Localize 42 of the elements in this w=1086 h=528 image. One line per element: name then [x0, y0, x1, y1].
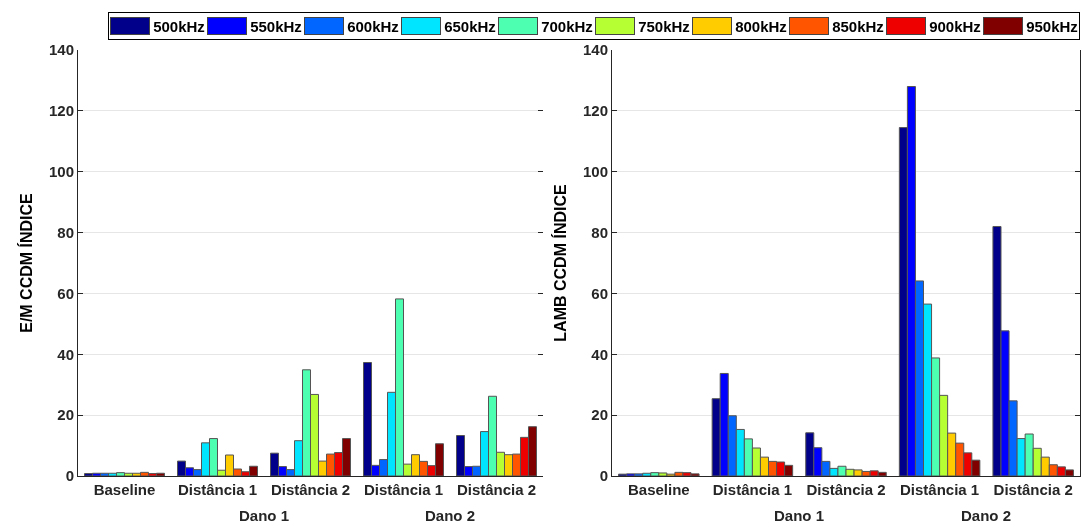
- legend-label: 650kHz: [444, 17, 496, 35]
- y-tick-label: 40: [57, 345, 74, 363]
- y-tick-label: 0: [599, 467, 608, 485]
- y-tick-label: 120: [48, 102, 74, 120]
- y-tick-label: 100: [582, 162, 608, 180]
- y-tick-label: 20: [57, 406, 74, 424]
- x-tick-label: Distância 1: [712, 481, 793, 498]
- x-tick-label: Distância 1: [899, 481, 980, 498]
- y-tick-label: 20: [591, 406, 608, 424]
- legend-label: 800kHz: [735, 17, 787, 35]
- y-tick-label: 0: [65, 467, 74, 485]
- x-tick-label: Distância 2: [806, 481, 886, 498]
- legend-label: 500kHz: [153, 17, 205, 35]
- y-axis-title: LAMB CCDM ÍNDICE: [550, 184, 569, 342]
- x-tick-label: Distância 2: [270, 481, 351, 498]
- legend-label: 900kHz: [929, 17, 981, 35]
- legend-label: 750kHz: [638, 17, 690, 35]
- y-tick-label: 100: [48, 162, 74, 180]
- x-tick-label: Baseline: [627, 481, 690, 498]
- legend-label: 950kHz: [1026, 17, 1078, 35]
- y-tick-label: 80: [57, 223, 74, 241]
- y-tick-label: 60: [591, 284, 608, 302]
- y-tick-label: 140: [48, 41, 74, 59]
- x-tick-label: Baseline: [93, 481, 156, 498]
- x-tick-label: Distância 1: [177, 481, 258, 498]
- text: Dano 1: [239, 507, 290, 524]
- x-tick-label: Distância 1: [363, 481, 444, 498]
- y-tick-label: 80: [591, 223, 608, 241]
- legend-label: 600kHz: [347, 17, 399, 35]
- y-tick-label: 120: [582, 102, 608, 120]
- text: Dano 1: [774, 507, 825, 524]
- y-tick-label: 60: [57, 284, 74, 302]
- text: Dano 2: [961, 507, 1012, 524]
- legend-label: 700kHz: [541, 17, 593, 35]
- legend-label: 550kHz: [250, 17, 302, 35]
- y-tick-label: 140: [582, 41, 608, 59]
- x-tick-label: Distância 2: [456, 481, 537, 498]
- legend-label: 850kHz: [832, 17, 884, 35]
- y-tick-label: 40: [591, 345, 608, 363]
- x-tick-label: Distância 2: [993, 481, 1073, 498]
- y-axis-title: E/M CCDM ÍNDICE: [16, 192, 35, 333]
- text: Dano 2: [425, 507, 476, 524]
